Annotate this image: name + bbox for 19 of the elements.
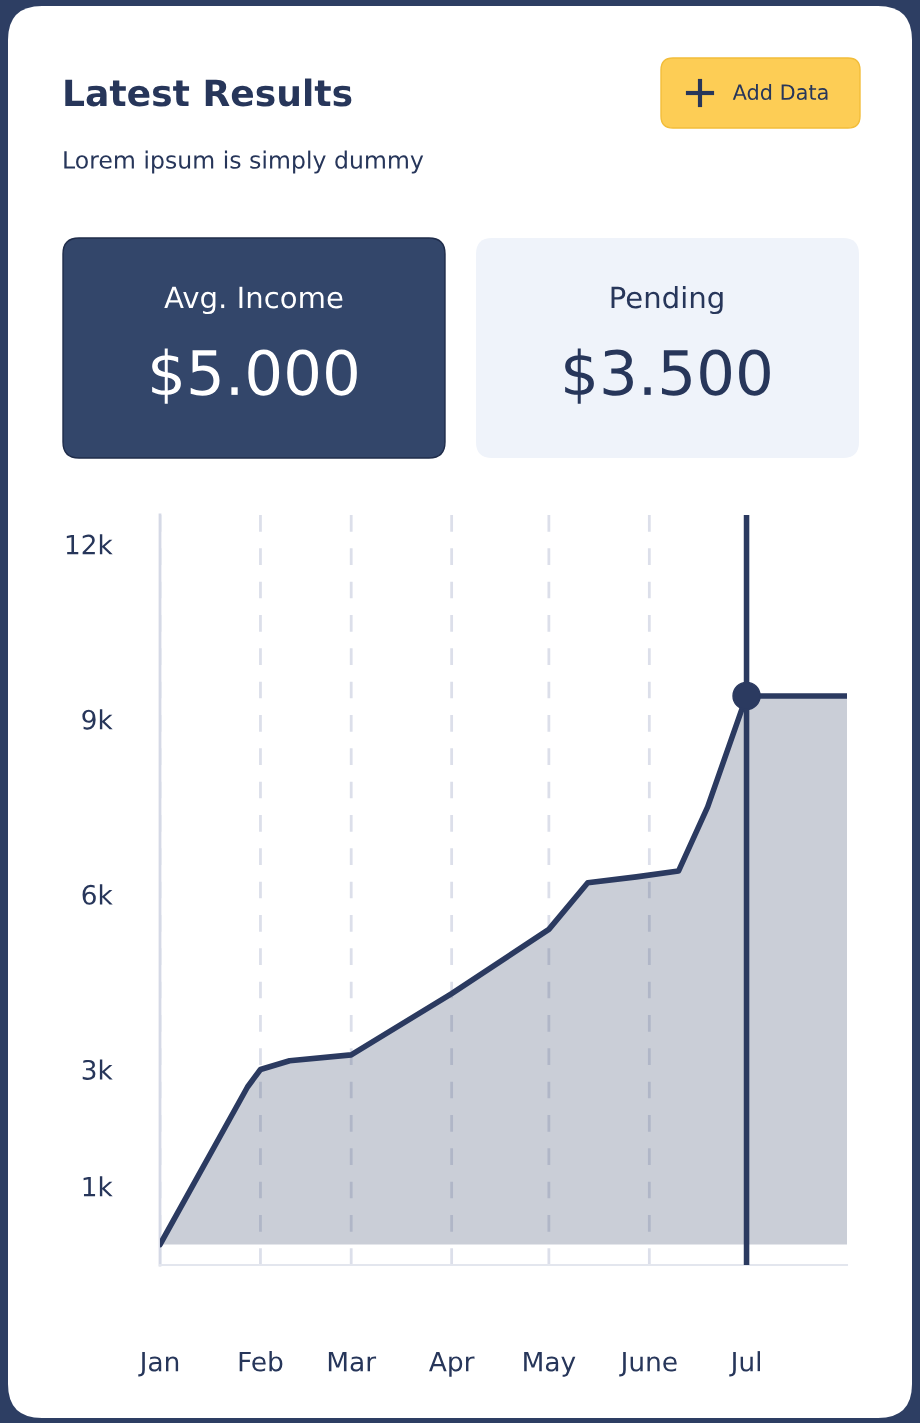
x-tick-label: June: [619, 1351, 677, 1377]
chart-subtitle: Lorem ipsum is simply dummy: [64, 150, 424, 174]
text: Pending: [611, 285, 723, 315]
text: $3.500: [565, 348, 770, 404]
x-tick-label: Jul: [729, 1351, 760, 1377]
y-tick-label: 6k: [82, 884, 113, 905]
text: $5.000: [152, 348, 357, 404]
y-tick-label: 9k: [82, 709, 113, 730]
text: Avg. Income: [164, 286, 343, 315]
y-tick-label: 12k: [66, 534, 113, 555]
y-tick-label: 3k: [82, 1059, 113, 1080]
x-tick-label: Mar: [328, 1351, 377, 1372]
y-tick-label: 1k: [83, 1176, 113, 1197]
x-tick-label: Apr: [429, 1351, 475, 1377]
x-tick-label: Jan: [138, 1351, 179, 1377]
x-tick-label: Feb: [239, 1351, 283, 1372]
chart-title: Latest Results: [65, 78, 352, 107]
text: Add Data: [732, 83, 828, 101]
x-tick-label: May: [524, 1351, 576, 1377]
